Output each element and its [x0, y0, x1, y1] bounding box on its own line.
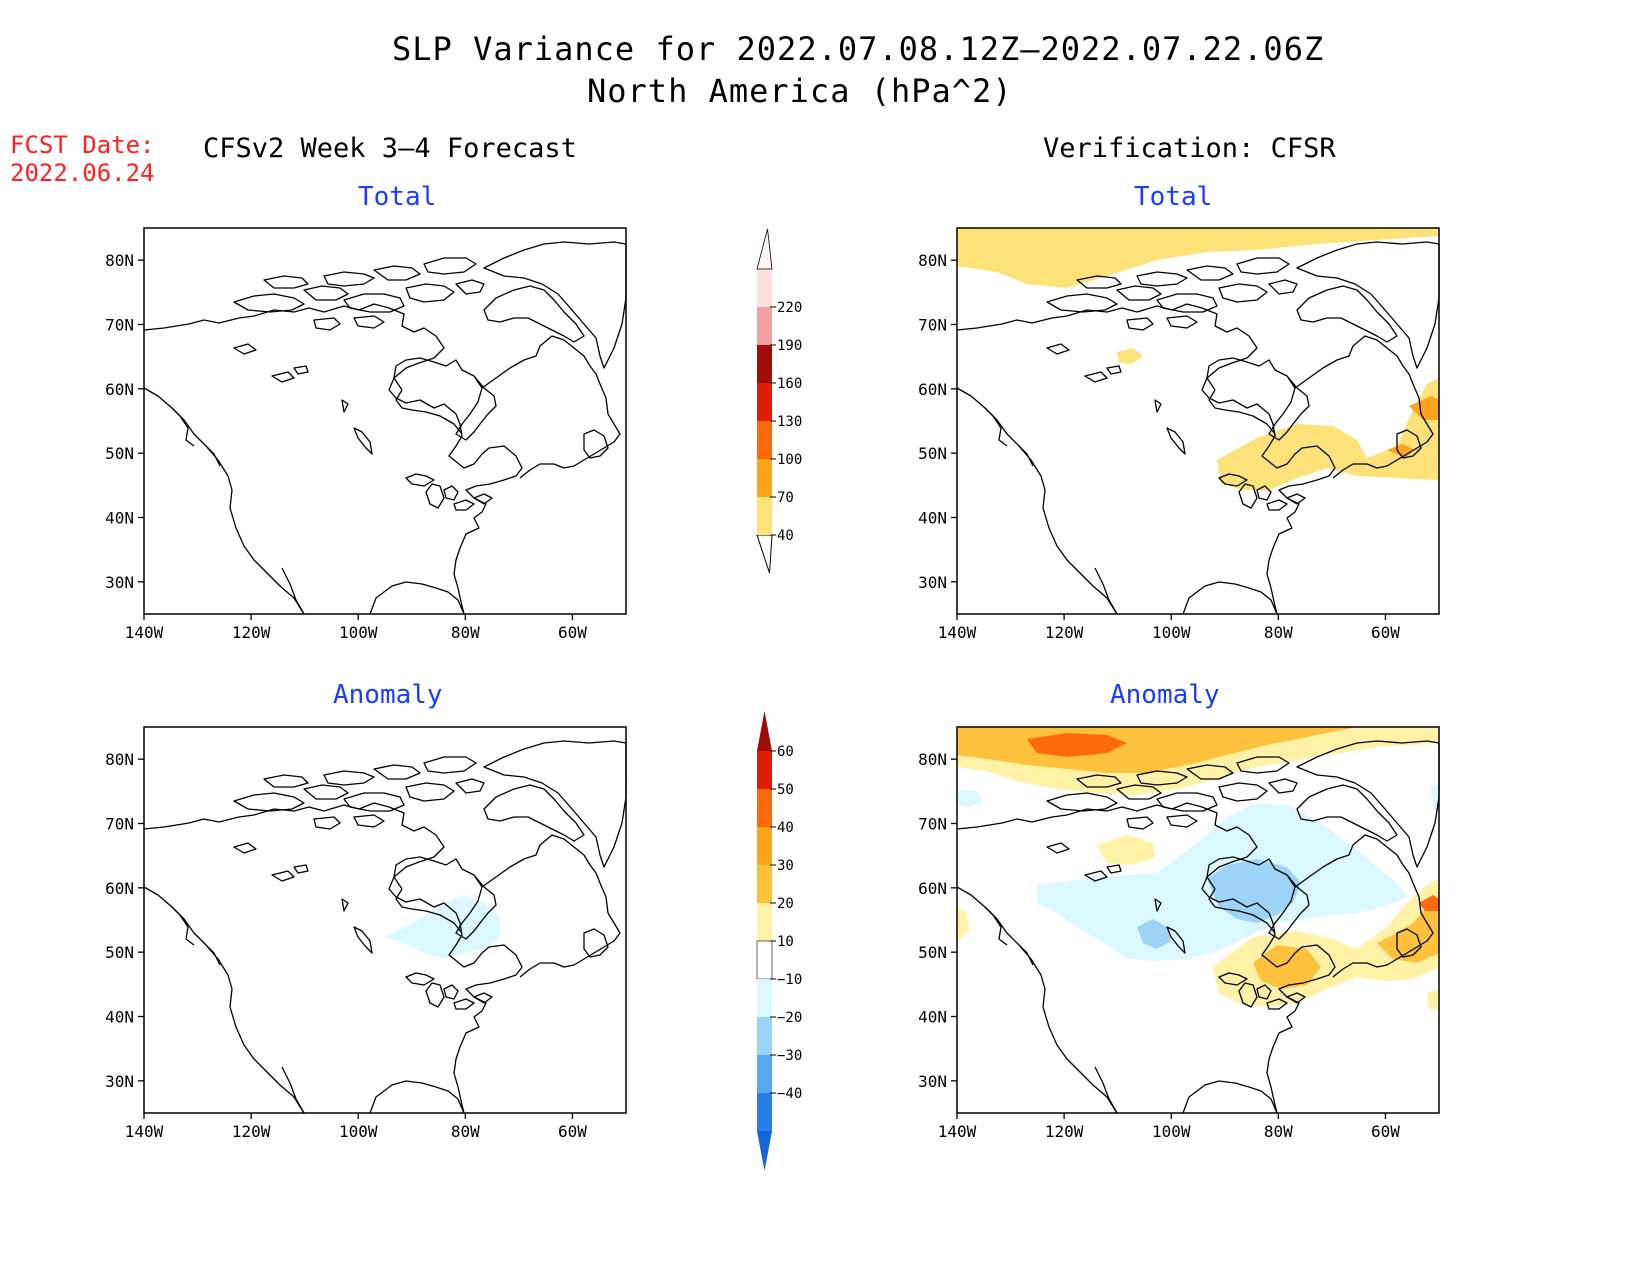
lon-tick-label: 60W	[558, 1122, 587, 1141]
total-colorbar-segment	[757, 383, 772, 421]
anomaly-colorbar-label: 60	[777, 744, 794, 760]
lat-tick-label: 50N	[105, 943, 134, 962]
lon-tick-label: 120W	[1045, 1122, 1084, 1141]
lon-tick-label: 100W	[1152, 623, 1191, 642]
lon-tick-label: 60W	[1371, 1122, 1400, 1141]
anomaly-colorbar-label: −20	[777, 1010, 802, 1026]
total-colorbar-label: 40	[777, 528, 794, 544]
forecast-column-title: CFSv2 Week 3–4 Forecast	[203, 133, 577, 164]
total-colorbar-upper-tail	[756, 228, 773, 270]
lat-tick-label: 60N	[105, 380, 134, 399]
lat-tick-label: 60N	[105, 879, 134, 898]
panel-title-forecast-anomaly: Anomaly	[333, 680, 443, 710]
total-colorbar-label: 130	[777, 414, 802, 430]
total-colorbar-segment	[757, 307, 772, 345]
total-colorbar-label: 70	[777, 490, 794, 506]
anomaly-colorbar-label: 50	[777, 782, 794, 798]
total-colorbar-segment	[757, 345, 772, 383]
verification-column-title: Verification: CFSR	[1043, 133, 1336, 164]
anomaly-colorbar-label: −30	[777, 1048, 802, 1064]
anomaly-colorbar-segment	[757, 789, 772, 827]
lon-tick-label: 80W	[451, 1122, 480, 1141]
anomaly-colorbar-segment	[757, 979, 772, 1017]
lat-tick-label: 60N	[918, 879, 947, 898]
panel-title-verification-total: Total	[1134, 182, 1213, 212]
lat-tick-label: 50N	[918, 444, 947, 463]
total-colorbar-label: 100	[777, 452, 802, 468]
lon-tick-label: 140W	[938, 1122, 977, 1141]
anomaly-colorbar-label: 10	[777, 934, 794, 950]
total-colorbar-label: 220	[777, 300, 802, 316]
main-subtitle: North America (hPa^2)	[587, 72, 1013, 110]
lat-tick-label: 30N	[918, 1072, 947, 1091]
lat-tick-label: 70N	[105, 316, 134, 335]
anomaly-colorbar-label: −40	[777, 1086, 802, 1102]
lat-tick-label: 60N	[918, 380, 947, 399]
lon-tick-label: 100W	[1152, 1122, 1191, 1141]
main-title: SLP Variance for 2022.07.08.12Z–2022.07.…	[392, 30, 1325, 68]
anomaly-colorbar-label: −10	[777, 972, 802, 988]
fcst-date-label: FCST Date:	[10, 131, 155, 159]
anomaly-colorbar-segment	[757, 827, 772, 865]
lon-tick-label: 140W	[938, 623, 977, 642]
lat-tick-label: 50N	[918, 943, 947, 962]
anomaly-colorbar-lower-tail	[757, 1131, 772, 1171]
map-verification-total	[956, 227, 1440, 615]
lat-tick-label: 30N	[105, 1072, 134, 1091]
total-colorbar-segment	[757, 497, 772, 535]
total-colorbar-lower-tail	[756, 534, 773, 574]
lat-tick-label: 70N	[105, 815, 134, 834]
panel-title-verification-anomaly: Anomaly	[1110, 680, 1220, 710]
lat-tick-label: 80N	[918, 251, 947, 270]
lon-tick-label: 80W	[1264, 1122, 1293, 1141]
anomaly-colorbar-segment	[757, 903, 772, 941]
anomaly-colorbar-segment	[757, 751, 772, 789]
lat-tick-label: 70N	[918, 815, 947, 834]
lon-tick-label: 80W	[1264, 623, 1293, 642]
lat-tick-label: 30N	[918, 573, 947, 592]
anomaly-colorbar-segment	[757, 865, 772, 903]
colorbars: 40 70 100 130 160 190 220 60 50 40 30 20 10 −10 −20 −30…	[756, 228, 802, 1171]
lon-tick-label: 60W	[558, 623, 587, 642]
anomaly-colorbar-upper-tail	[757, 711, 772, 751]
lat-tick-label: 40N	[918, 509, 947, 528]
lat-tick-label: 70N	[918, 316, 947, 335]
anomaly-colorbar-label: 30	[777, 858, 794, 874]
map-forecast-anomaly	[143, 726, 627, 1114]
total-colorbar-label: 190	[777, 338, 802, 354]
lon-tick-label: 120W	[232, 1122, 271, 1141]
lat-tick-label: 40N	[918, 1008, 947, 1027]
anomaly-colorbar-segment	[757, 1055, 772, 1093]
total-colorbar-segment	[757, 459, 772, 497]
total-colorbar-label: 160	[777, 376, 802, 392]
map-forecast-total	[143, 227, 627, 615]
anomaly-colorbar-segment	[757, 1093, 772, 1131]
lon-tick-label: 60W	[1371, 623, 1400, 642]
lat-tick-label: 40N	[105, 509, 134, 528]
lat-tick-label: 50N	[105, 444, 134, 463]
lon-tick-label: 100W	[339, 1122, 378, 1141]
lon-tick-label: 100W	[339, 623, 378, 642]
lat-tick-label: 80N	[918, 750, 947, 769]
map-verification-anomaly	[956, 726, 1440, 1114]
axes-layer: 80N 70N 60N 50N 40N 30N 140W 120W 100W 80W 60W 80N 7…	[105, 251, 1400, 1141]
anomaly-colorbar-segment	[756, 940, 773, 980]
anomaly-colorbar-segment	[757, 1017, 772, 1055]
lat-tick-label: 80N	[105, 251, 134, 270]
lat-tick-label: 30N	[105, 573, 134, 592]
total-colorbar-segment	[757, 421, 772, 459]
lat-tick-label: 40N	[105, 1008, 134, 1027]
lat-tick-label: 80N	[105, 750, 134, 769]
lon-tick-label: 80W	[451, 623, 480, 642]
lon-tick-label: 140W	[125, 623, 164, 642]
panel-title-forecast-total: Total	[358, 182, 437, 212]
anomaly-colorbar-label: 40	[777, 820, 794, 836]
lon-tick-label: 120W	[232, 623, 271, 642]
total-colorbar-segment	[757, 269, 772, 307]
lon-tick-label: 120W	[1045, 623, 1084, 642]
lon-tick-label: 140W	[125, 1122, 164, 1141]
anomaly-colorbar-label: 20	[777, 896, 794, 912]
fcst-date-value: 2022.06.24	[10, 159, 155, 187]
